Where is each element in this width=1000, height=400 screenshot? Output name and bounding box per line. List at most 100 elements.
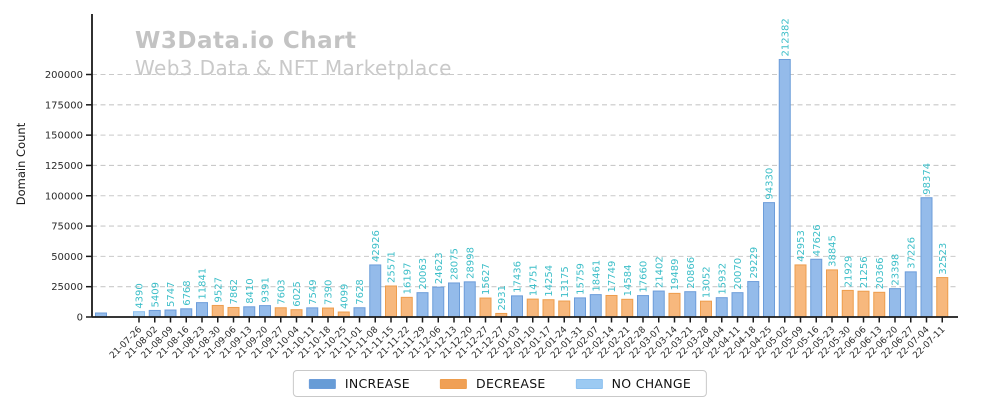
bar-value-label: 19489 (670, 259, 681, 291)
bar-increase (652, 290, 665, 318)
bar-increase (432, 286, 445, 318)
bar-decrease (794, 264, 807, 318)
bar-value-label: 20866 (686, 257, 697, 289)
bar-decrease (542, 299, 555, 318)
bar-value-label: 7603 (276, 279, 287, 304)
bar-increase (306, 307, 319, 318)
bar-decrease (857, 290, 870, 318)
legend-label-decrease: DECREASE (476, 376, 546, 391)
bar-value-label: 9527 (213, 277, 224, 302)
bar-increase (196, 302, 208, 318)
bar-value-label: 18461 (591, 260, 602, 292)
bar-value-label: 13175 (560, 266, 571, 298)
bar-value-label: 4390 (135, 283, 146, 308)
bar-value-label: 15627 (481, 263, 492, 295)
bar-value-label: 14584 (623, 265, 634, 297)
bar-value-label: 8410 (245, 278, 256, 303)
bar-value-label: 17749 (607, 261, 618, 293)
bar-increase (416, 292, 429, 318)
bar-value-label: 23398 (891, 254, 902, 286)
legend-swatch-decrease-icon (440, 378, 468, 389)
bar-increase (589, 294, 602, 318)
y-tick-label: 100000 (45, 191, 83, 202)
bar-increase (920, 197, 933, 318)
bar-value-label: 21256 (859, 256, 870, 288)
y-tick-label: 150000 (45, 131, 83, 142)
y-tick-label: 25000 (51, 282, 83, 293)
bar-value-label: 7390 (324, 280, 335, 305)
bar-value-label: 32523 (938, 243, 949, 275)
bar-increase (574, 297, 586, 318)
bar-increase (369, 264, 382, 318)
bar-decrease (621, 298, 634, 318)
bar-value-label: 20366 (875, 257, 886, 289)
bar-decrease (227, 306, 240, 318)
bar-value-label: 5409 (150, 282, 161, 307)
legend-item-increase: INCREASE (308, 376, 410, 391)
bar-increase (448, 282, 460, 318)
bar-value-label: 38845 (828, 235, 839, 267)
bar-increase (731, 292, 744, 318)
bar-value-label: 20063 (418, 258, 429, 290)
bar-value-label: 15932 (717, 263, 728, 295)
bar-value-label: 212382 (780, 18, 791, 56)
bar-decrease (385, 285, 397, 318)
bar-decrease (558, 300, 571, 318)
bar-decrease (826, 269, 838, 318)
bar-value-label: 28075 (450, 248, 461, 280)
bar-decrease (290, 309, 303, 318)
bar-value-label: 20070 (733, 258, 744, 290)
bar-value-label: 7628 (355, 279, 366, 304)
bar-value-label: 37226 (906, 237, 917, 269)
bar-value-label: 9391 (261, 277, 272, 302)
bar-value-label: 4099 (339, 284, 350, 309)
bar-increase (747, 281, 760, 318)
bar-increase (889, 288, 901, 318)
bar-increase (259, 305, 271, 318)
bar-value-label: 25571 (387, 251, 398, 283)
bar-value-label: 6768 (182, 280, 193, 305)
y-tick-label: 50000 (51, 252, 83, 263)
bar-increase (353, 307, 366, 318)
bar-value-label: 7549 (308, 279, 319, 304)
bar-value-label: 17436 (513, 261, 524, 293)
bar-increase (180, 308, 193, 318)
legend-swatch-nochange-icon (575, 378, 603, 389)
y-tick-label: 175000 (45, 100, 83, 111)
bar-value-label: 2931 (497, 285, 508, 310)
bar-increase (463, 281, 476, 318)
bar-value-label: 5747 (166, 282, 177, 307)
bar-increase (715, 297, 728, 318)
bar-increase (637, 295, 649, 318)
bar-increase (778, 58, 791, 318)
bar-value-label: 47626 (812, 224, 823, 256)
bar-increase (810, 258, 823, 318)
bar-value-label: 6025 (292, 281, 303, 306)
bar-increase (763, 202, 775, 318)
bar-value-label: 13052 (702, 266, 713, 298)
bar-decrease (322, 307, 334, 318)
bar-value-label: 17660 (639, 261, 650, 293)
bar-decrease (274, 307, 287, 318)
bar-increase (148, 309, 161, 318)
bar-increase (243, 306, 256, 318)
bar-value-label: 42926 (371, 230, 382, 262)
y-axis-label: Domain Count (14, 122, 28, 206)
chart-title: W3Data.io Chart (135, 28, 357, 54)
legend-item-decrease: DECREASE (440, 376, 546, 391)
legend-label-nochange: NO CHANGE (611, 376, 692, 391)
bar-value-label: 11841 (198, 268, 209, 300)
bar-decrease (841, 289, 854, 318)
y-tick-label: 75000 (51, 222, 83, 233)
legend-swatch-increase-icon (308, 378, 336, 389)
bar-value-label: 24623 (434, 252, 445, 284)
y-tick-label: 0 (77, 313, 83, 324)
bar-decrease (700, 300, 712, 318)
bar-increase (684, 291, 697, 318)
bar-decrease (479, 297, 492, 318)
bar-value-label: 16197 (402, 263, 413, 295)
legend: INCREASE DECREASE NO CHANGE (292, 370, 708, 397)
bar-value-label: 28998 (465, 247, 476, 279)
bar-value-label: 29229 (749, 247, 760, 279)
bar-value-label: 14751 (528, 264, 539, 296)
